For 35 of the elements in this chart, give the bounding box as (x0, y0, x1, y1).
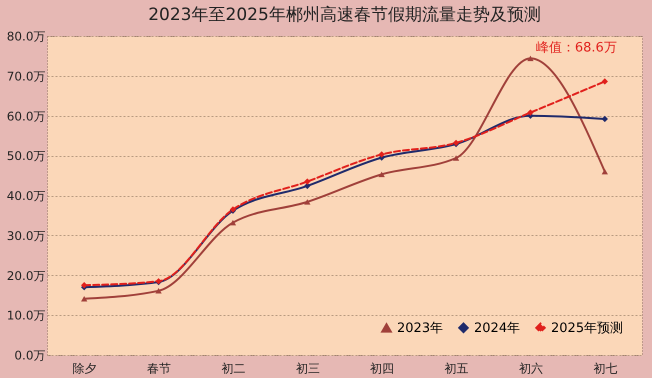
point (602, 116, 608, 122)
chart-title: 2023年至2025年郴州高速春节假期流量走势及预测 (148, 5, 541, 25)
point (304, 178, 310, 185)
point (155, 288, 162, 294)
y-tick-label: 70.0万 (6, 69, 46, 84)
y-tick-label: 40.0万 (6, 189, 46, 203)
legend-label: 2024年 (474, 320, 520, 336)
x-tick-label: 春节 (147, 362, 172, 376)
point (81, 296, 88, 302)
x-tick-label: 初三 (296, 362, 320, 376)
annotation: 峰值：68.6万 (536, 40, 617, 56)
legend-label: 2025年预测 (551, 320, 624, 336)
x-tick-label: 除夕 (72, 362, 97, 376)
x-tick-label: 初四 (370, 362, 394, 376)
point (527, 109, 534, 116)
x-tick-label: 初七 (593, 362, 618, 376)
y-tick-label: 10.0万 (6, 308, 46, 323)
legend-label: 2023年 (397, 321, 444, 336)
point (602, 78, 608, 85)
y-tick-label: 30.0万 (6, 228, 46, 243)
point (304, 199, 310, 205)
x-tick-label: 初五 (444, 362, 469, 376)
y-tick-label: 0.0万 (14, 348, 46, 362)
y-tick-label: 60.0万 (6, 109, 46, 124)
point (378, 172, 385, 178)
point (527, 56, 534, 62)
point (378, 151, 385, 158)
point (452, 155, 460, 161)
point (602, 168, 608, 174)
y-tick-label: 50.0万 (6, 149, 46, 164)
x-tick-label: 初六 (518, 362, 543, 376)
point (230, 220, 236, 226)
y-tick-label: 80.0万 (6, 30, 46, 44)
y-tick-label: 20.0万 (6, 268, 46, 283)
x-tick-label: 初二 (221, 362, 246, 376)
